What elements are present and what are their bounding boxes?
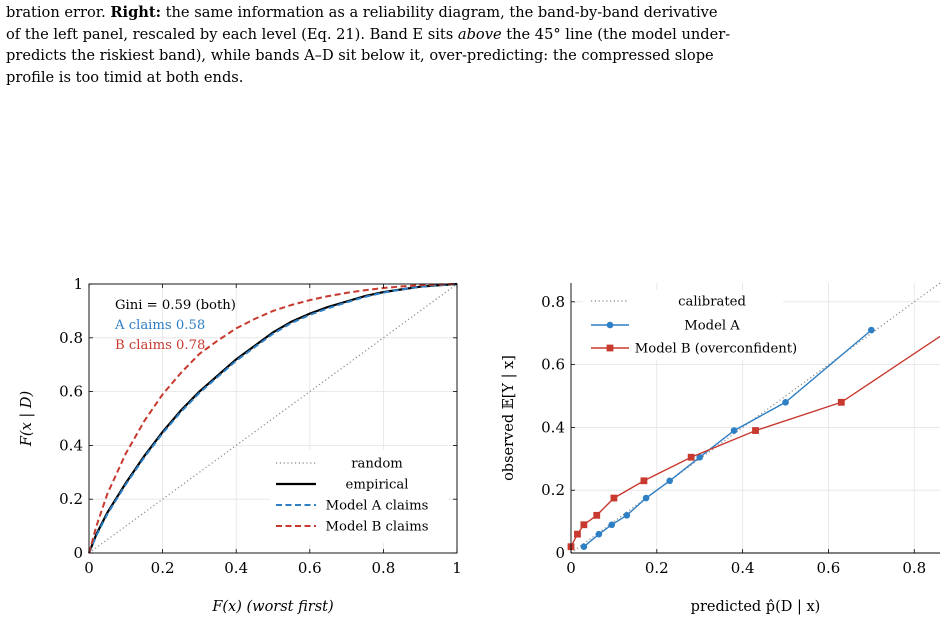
y-tick-label: 0.8	[541, 293, 565, 311]
figure-caption: bration error. Right: the same informati…	[6, 2, 944, 88]
y-tick-label: 0.2	[541, 481, 565, 499]
caption-text: bration error.	[6, 4, 106, 21]
model-a-point	[595, 530, 603, 538]
model-a-point	[666, 477, 673, 485]
x-tick-label: 0	[566, 559, 576, 577]
model-a-point	[642, 494, 650, 502]
y-tick-label: 1	[73, 275, 83, 293]
annotation-b-claims: B claims 0.78	[115, 338, 205, 353]
model-b-point	[574, 530, 581, 538]
x-axis-label: F(x) (worst first)	[211, 599, 333, 615]
y-tick-label: 0.4	[541, 418, 565, 436]
model-a-point	[782, 399, 789, 406]
y-tick-label: 0.6	[541, 356, 565, 374]
model-a-point	[696, 453, 704, 461]
caption-line-1: bration error. Right: the same informati…	[6, 2, 944, 24]
y-tick-label: 0.8	[59, 329, 83, 347]
series-line-model-a	[583, 329, 872, 548]
model-b-point	[640, 477, 648, 485]
caption-right-label: Right:	[110, 4, 162, 21]
x-tick-label: 0.8	[371, 559, 395, 577]
x-tick-label: 0.8	[902, 559, 926, 577]
model-a-point	[580, 543, 588, 551]
x-tick-label: 0.2	[645, 559, 669, 577]
legend-label: Model B claims	[326, 520, 429, 535]
caption-line-3: predicts the riskiest band), while bands…	[6, 47, 714, 64]
y-tick-label: 0.6	[59, 383, 83, 401]
caption-emphasis: above	[457, 25, 502, 43]
legend-marker	[606, 321, 614, 329]
y-axis-label: observed 𝔼[Y | x]	[501, 355, 517, 481]
x-tick-label: 0.2	[151, 559, 175, 577]
model-a-point	[730, 427, 738, 434]
plot-frame	[88, 283, 458, 554]
legend-label: Model A claims	[326, 499, 429, 514]
y-tick-label: 0.4	[59, 436, 83, 454]
annotation-a-claims: A claims 0.58	[114, 318, 205, 333]
model-a-point	[608, 521, 616, 529]
x-axis-label: predicted p̂(D | x)	[691, 599, 821, 615]
model-b-point	[580, 521, 588, 529]
x-tick-label: 0.6	[298, 559, 322, 577]
caption-text: the 45° line (the model under-	[501, 25, 731, 43]
model-b-point	[593, 511, 601, 519]
x-tick-label: 1	[452, 559, 462, 577]
caption-line-4: profile is too timid at both ends.	[6, 68, 244, 86]
model-b-point	[837, 398, 845, 406]
legend-label: calibrated	[678, 295, 746, 310]
x-tick-label: 0.4	[731, 559, 755, 577]
legend-label: empirical	[346, 478, 409, 493]
model-b-point	[752, 427, 759, 434]
caption-text: of the left panel, rescaled by each leve…	[6, 25, 458, 43]
y-tick-label: 0	[555, 544, 565, 562]
legend-label: random	[351, 457, 403, 472]
legend-box	[270, 450, 448, 543]
x-tick-label: 0.6	[817, 559, 841, 577]
model-a-point	[868, 326, 875, 334]
model-a-point	[623, 512, 631, 519]
caption-line-2: of the left panel, rescaled by each leve…	[6, 24, 944, 46]
caption-text: the same information as a reliability di…	[161, 4, 718, 21]
series-line-model-b-claims	[88, 283, 458, 554]
legend-label: Model B (overconfident)	[635, 342, 797, 357]
annotation-gini: Gini = 0.59 (both)	[115, 298, 236, 313]
series-line-model-a-claims	[88, 283, 458, 554]
model-b-point	[610, 494, 618, 502]
legend-label: Model A	[684, 319, 740, 334]
y-axis-label: F(x | D)	[19, 391, 35, 447]
legend-marker	[606, 344, 614, 352]
y-tick-label: 0.2	[59, 490, 83, 508]
x-tick-label: 0	[84, 559, 94, 577]
series-line-model-b-overconfident-	[570, 335, 941, 548]
x-tick-label: 0.4	[224, 559, 248, 577]
y-tick-label: 0	[73, 544, 83, 562]
model-b-point	[687, 453, 695, 461]
